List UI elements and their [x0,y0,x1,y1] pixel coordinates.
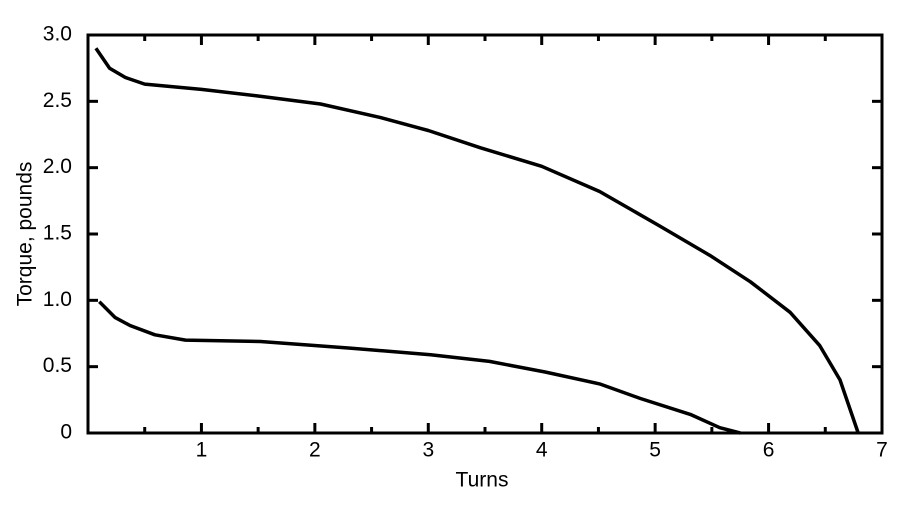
x-tick-label: 7 [876,439,888,462]
x-tick-label: 1 [196,439,208,462]
x-tick-label: 2 [309,439,321,462]
y-tick-label: 2.0 [43,155,72,178]
y-tick-label: 3.0 [43,23,72,46]
line-series [94,47,860,434]
x-tick-label: 6 [763,439,775,462]
y-tick-label: 1.0 [43,288,72,311]
x-tick-label: 3 [422,439,434,462]
y-tick-label: 2.5 [43,89,72,112]
x-tick-label: 4 [536,439,548,462]
y-tick-label: 0.5 [43,354,72,377]
y-tick-label: 1.5 [43,222,72,245]
x-axis-label: Turns [456,469,509,492]
plot-frame [86,33,884,435]
x-tick-label: 5 [649,439,661,462]
line-series [98,300,741,435]
y-axis-label: Torque, pounds [14,162,37,307]
y-tick-label: 0 [60,421,72,444]
